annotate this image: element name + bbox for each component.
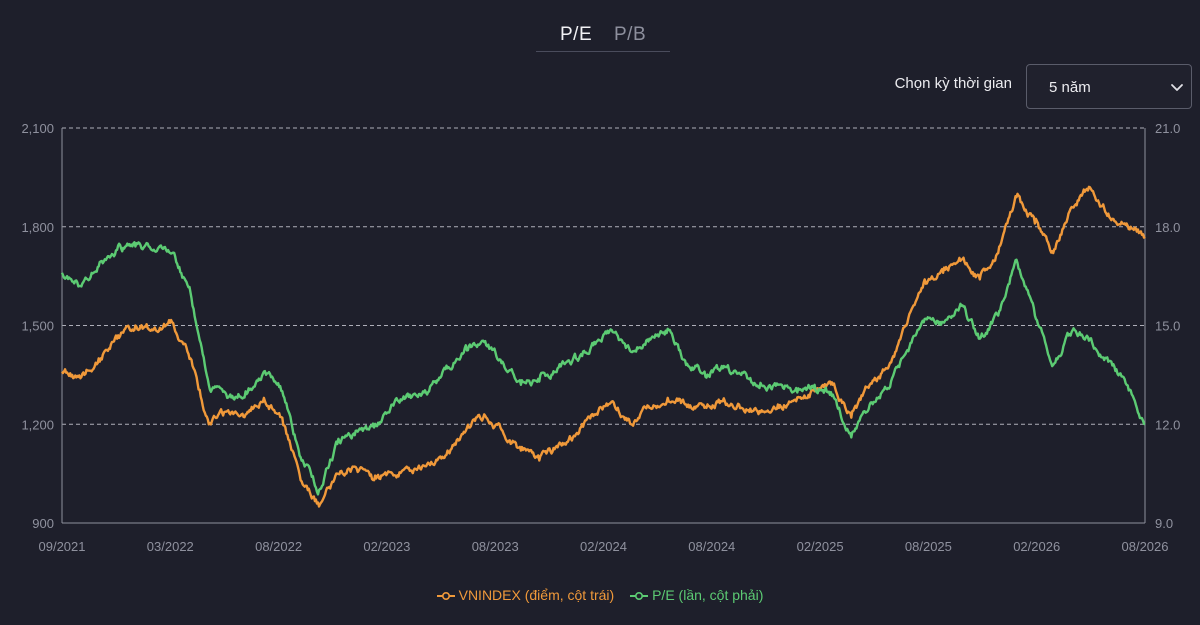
- tab-pe[interactable]: P/E: [560, 24, 593, 45]
- x-tick-label: 02/2023: [363, 539, 410, 554]
- y-left-tick-label: 1,800: [21, 220, 54, 235]
- x-tick-label: 02/2024: [580, 539, 627, 554]
- y-left-tick-label: 1,200: [21, 417, 54, 432]
- period-label: Chọn kỳ thời gian: [894, 75, 1012, 92]
- x-tick-label: 08/2023: [472, 539, 519, 554]
- chevron-down-icon: [1171, 84, 1183, 91]
- x-tick-label: 08/2024: [688, 539, 735, 554]
- legend-item-pe[interactable]: P/E (lần, cột phải): [630, 587, 763, 603]
- x-tick-label: 08/2022: [255, 539, 302, 554]
- y-left-tick-label: 1,500: [21, 319, 54, 334]
- legend-item-vnindex[interactable]: VNINDEX (điểm, cột trái): [436, 587, 615, 603]
- y-right-tick-label: 21.0: [1155, 121, 1180, 136]
- legend-label-vnindex: VNINDEX (điểm, cột trái): [458, 587, 615, 603]
- y-left-tick-label: 2,100: [21, 121, 54, 136]
- y-right-tick-label: 9.0: [1155, 516, 1173, 531]
- y-right-tick-label: 15.0: [1155, 319, 1180, 334]
- period-selected-value: 5 năm: [1049, 79, 1091, 96]
- ratio-tabs: P/E P/B: [536, 20, 670, 52]
- legend-marker-vnindex: [436, 592, 455, 601]
- y-right-tick-label: 12.0: [1155, 417, 1180, 432]
- x-tick-label: 08/2025: [905, 539, 952, 554]
- y-right-tick-label: 18.0: [1155, 220, 1180, 235]
- x-tick-label: 08/2026: [1122, 539, 1169, 554]
- period-select[interactable]: 5 năm: [1026, 64, 1192, 109]
- x-tick-label: 03/2022: [147, 539, 194, 554]
- vnindex-line: [61, 185, 1146, 508]
- x-tick-label: 02/2025: [797, 539, 844, 554]
- legend-label-pe: P/E (lần, cột phải): [652, 587, 764, 603]
- chart-legend: VNINDEX (điểm, cột trái) P/E (lần, cột p…: [0, 587, 1200, 603]
- pe-line: [60, 241, 1146, 496]
- x-tick-label: 02/2026: [1013, 539, 1060, 554]
- legend-marker-pe: [630, 592, 649, 601]
- tab-pb[interactable]: P/B: [614, 24, 647, 45]
- x-tick-label: 09/2021: [39, 539, 86, 554]
- y-left-tick-label: 900: [32, 516, 54, 531]
